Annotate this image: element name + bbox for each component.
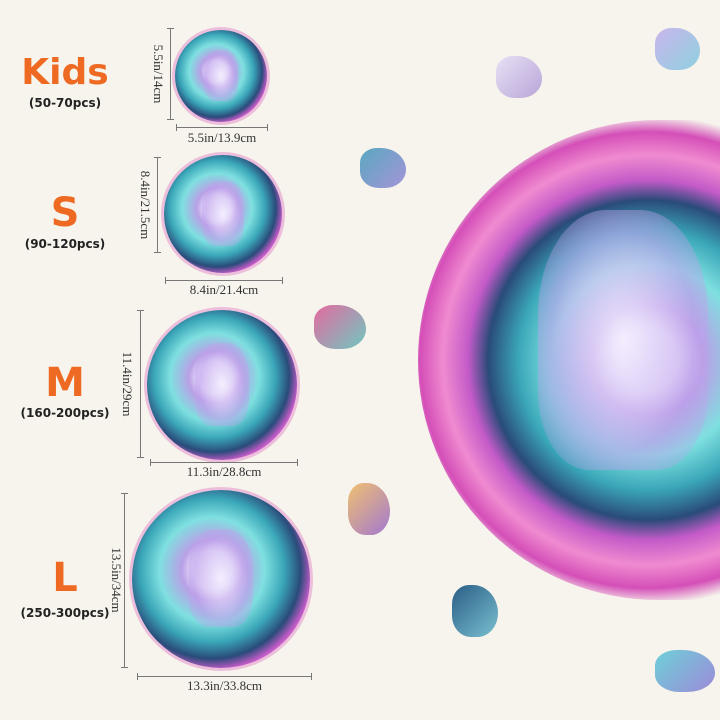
- puzzle-image-kids: [175, 30, 267, 122]
- size-label-l: L: [52, 555, 78, 601]
- height-dimension-line-s: [154, 157, 161, 253]
- loose-puzzle-piece: [314, 305, 366, 349]
- height-dimension-l: 13.5in/34cm: [109, 547, 124, 613]
- loose-puzzle-piece: [360, 148, 406, 188]
- height-dimension-line-l: [121, 493, 128, 668]
- height-dimension-m: 11.4in/29cm: [120, 351, 135, 417]
- height-dimension-s: 8.4in/21.5cm: [138, 170, 153, 240]
- loose-puzzle-piece: [655, 650, 715, 692]
- size-label-kids: Kids: [21, 52, 109, 93]
- width-dimension-s: 8.4in/21.4cm: [189, 282, 259, 297]
- loose-puzzle-piece: [348, 483, 390, 535]
- height-dimension-line-kids: [167, 28, 174, 120]
- loose-puzzle-piece: [655, 28, 700, 70]
- piece-count-l: (250-300pcs): [20, 606, 110, 620]
- height-dimension-line-m: [137, 310, 144, 458]
- width-dimension-line-l: [137, 673, 312, 680]
- puzzle-image-s: [164, 155, 282, 273]
- piece-count-s: (90-120pcs): [24, 237, 106, 251]
- width-dimension-kids: 5.5in/13.9cm: [187, 130, 257, 145]
- width-dimension-m: 11.3in/28.8cm: [186, 464, 262, 479]
- puzzle-image-l: [132, 490, 310, 668]
- piece-count-kids: (50-70pcs): [28, 96, 102, 110]
- width-dimension-line-m: [150, 459, 298, 466]
- assembled-puzzle-closeup: [418, 120, 720, 600]
- width-dimension-l: 13.3in/33.8cm: [186, 678, 263, 693]
- height-dimension-kids: 5.5in/14cm: [151, 44, 166, 104]
- size-label-s: S: [50, 190, 80, 236]
- piece-count-m: (160-200pcs): [20, 406, 110, 420]
- width-dimension-line-kids: [176, 124, 268, 131]
- width-dimension-line-s: [165, 277, 283, 284]
- loose-puzzle-piece: [452, 585, 498, 637]
- size-label-m: M: [45, 360, 85, 406]
- loose-puzzle-piece: [496, 56, 542, 98]
- puzzle-image-m: [147, 310, 297, 460]
